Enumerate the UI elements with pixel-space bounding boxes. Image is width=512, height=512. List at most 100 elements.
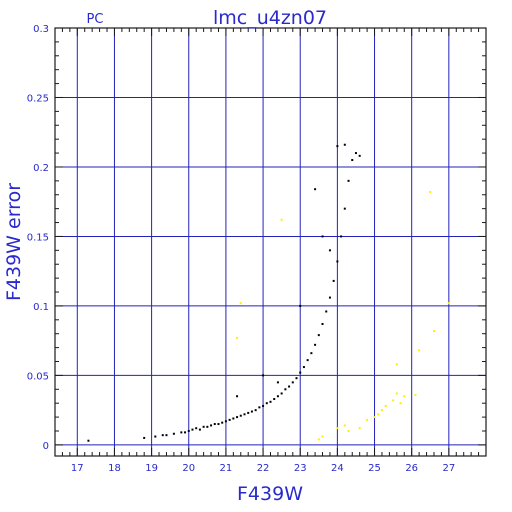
data-point	[299, 304, 302, 307]
data-point	[347, 429, 350, 432]
data-point	[87, 439, 90, 442]
data-point	[354, 152, 357, 155]
data-point	[276, 395, 279, 398]
data-point	[395, 363, 398, 366]
data-point	[195, 427, 198, 430]
y-tick-label: 0	[43, 441, 49, 452]
data-point	[228, 418, 231, 421]
data-point	[154, 435, 157, 438]
data-point	[202, 425, 205, 428]
data-point	[447, 302, 450, 305]
y-tick-label: 0.3	[33, 24, 49, 35]
data-point	[161, 434, 164, 437]
data-point	[299, 371, 302, 374]
data-point	[310, 352, 313, 355]
data-point	[262, 404, 265, 407]
data-point	[351, 159, 354, 162]
data-point	[306, 359, 309, 362]
data-point	[269, 400, 272, 403]
data-point	[243, 413, 246, 416]
data-point	[358, 154, 361, 157]
data-point	[328, 296, 331, 299]
data-point	[250, 410, 253, 413]
data-point	[247, 411, 250, 414]
y-tick-label: 0.15	[27, 232, 49, 243]
x-tick-label: 18	[108, 463, 121, 474]
x-tick-label: 20	[182, 463, 195, 474]
data-point	[317, 438, 320, 441]
data-point	[302, 366, 305, 369]
data-point	[143, 436, 146, 439]
data-point	[325, 310, 328, 313]
data-point	[321, 235, 324, 238]
data-point	[280, 218, 283, 221]
data-point	[432, 329, 435, 332]
data-point	[314, 343, 317, 346]
data-point	[384, 404, 387, 407]
data-point	[399, 402, 402, 405]
x-tick-label: 27	[442, 463, 455, 474]
data-point	[392, 399, 395, 402]
data-point	[336, 260, 339, 263]
x-tick-label: 17	[71, 463, 84, 474]
data-point	[236, 416, 239, 419]
data-point	[198, 428, 201, 431]
data-point	[343, 424, 346, 427]
y-tick-label: 0.05	[27, 371, 49, 382]
grid-lines	[55, 27, 486, 456]
data-point	[184, 431, 187, 434]
data-point	[236, 395, 239, 398]
data-point	[343, 207, 346, 210]
data-point	[172, 432, 175, 435]
x-tick-label: 25	[368, 463, 381, 474]
data-point	[213, 423, 216, 426]
data-point	[321, 322, 324, 325]
data-point	[317, 334, 320, 337]
x-axis-label: F439W	[237, 483, 303, 505]
data-point	[236, 336, 239, 339]
data-point	[217, 423, 220, 426]
data-point	[258, 406, 261, 409]
tick-marks	[54, 27, 487, 456]
data-point	[414, 393, 417, 396]
data-point	[262, 374, 265, 377]
data-point	[232, 417, 235, 420]
data-point	[295, 377, 298, 380]
tick-labels: 17 18 19 20 21 22 23 24 25 26 27 0 0.05 0.1 0.15 0.2 0.2…	[27, 24, 455, 474]
data-point	[343, 143, 346, 146]
x-tick-label: 19	[145, 463, 158, 474]
chart-title: lmc_u4zn07	[213, 7, 327, 29]
data-point	[336, 427, 339, 430]
data-point	[358, 427, 361, 430]
chart-label-left: PC	[87, 12, 104, 27]
data-point	[395, 392, 398, 395]
data-point	[265, 402, 268, 405]
data-point	[291, 381, 294, 384]
data-point	[239, 414, 242, 417]
y-tick-label: 0.25	[27, 93, 49, 104]
data-point	[380, 409, 383, 412]
data-point	[340, 235, 343, 238]
x-tick-label: 22	[257, 463, 270, 474]
x-tick-label: 24	[331, 463, 344, 474]
data-point	[336, 145, 339, 148]
data-point	[187, 429, 190, 432]
data-point	[284, 388, 287, 391]
data-point	[332, 279, 335, 282]
y-tick-label: 0.1	[33, 302, 49, 313]
data-point	[191, 428, 194, 431]
data-point	[347, 179, 350, 182]
data-point	[314, 188, 317, 191]
data-point	[418, 349, 421, 352]
x-tick-label: 23	[294, 463, 307, 474]
data-point	[224, 420, 227, 423]
data-point	[373, 416, 376, 419]
data-point	[321, 435, 324, 438]
data-point	[276, 381, 279, 384]
data-point	[180, 431, 183, 434]
data-point	[273, 398, 276, 401]
data-point	[288, 385, 291, 388]
y-tick-label: 0.2	[33, 163, 49, 174]
data-point	[366, 418, 369, 421]
